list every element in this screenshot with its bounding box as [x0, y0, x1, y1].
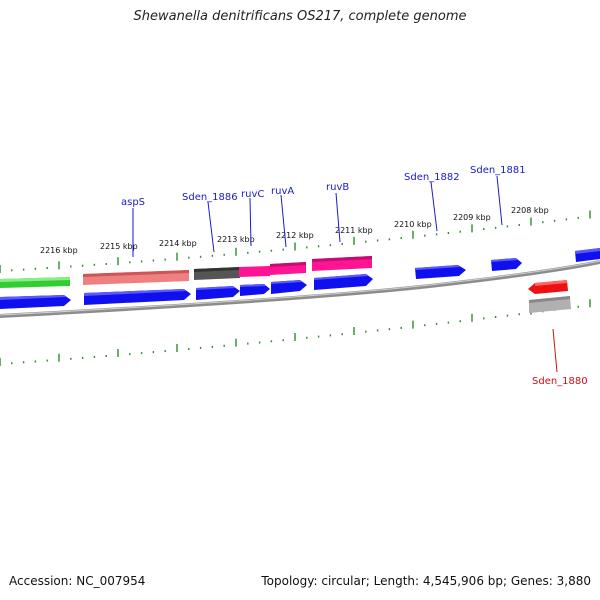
gene-feature-sden-1881[interactable] [491, 258, 522, 271]
kbp-label: 2211 kbp [335, 226, 373, 235]
gene-label-sden-1881[interactable]: Sden_1881 [470, 165, 526, 176]
outer-tick-ring [0, 210, 591, 273]
gene-feature-blue-1886[interactable] [196, 286, 240, 300]
gene-feature-blue-ruvA[interactable] [271, 280, 307, 294]
kbp-label: 2215 kbp [100, 242, 138, 251]
gene-label-sden-1886[interactable]: Sden_1886 [182, 192, 238, 203]
gene-feature-sden-1880[interactable] [528, 280, 568, 294]
genome-info-label: Topology: circular; Length: 4,545,906 bp… [261, 574, 591, 588]
kbp-label: 2214 kbp [159, 239, 197, 248]
gene-label-sden-1882[interactable]: Sden_1882 [404, 172, 460, 183]
gene-feature-green[interactable] [0, 277, 70, 288]
gene-label-ruvA[interactable]: ruvA [271, 186, 294, 197]
gene-feature-aspS[interactable] [83, 270, 189, 285]
gene-feature-sden-1882[interactable] [415, 265, 466, 279]
inner-tick-ring [0, 299, 591, 366]
gene-feature-ruvB[interactable] [312, 256, 372, 271]
gene-feature-sden-1886[interactable] [194, 267, 240, 280]
gene-feature-blue-left[interactable] [0, 295, 71, 309]
gene-label-ruvC[interactable]: ruvC [241, 189, 264, 200]
genome-backbone-highlight [0, 260, 600, 316]
gene-feature-blue-ruvB[interactable] [314, 274, 373, 290]
kbp-label: 2212 kbp [276, 231, 314, 240]
gene-feature-gray-reverse[interactable] [529, 296, 571, 313]
gene-feature-ruvA[interactable] [270, 262, 306, 275]
kbp-label: 2210 kbp [394, 220, 432, 229]
kbp-label: 2216 kbp [40, 246, 78, 255]
leader-lines [132, 175, 558, 373]
gene-feature-blue-ruvC[interactable] [240, 284, 270, 296]
gene-feature-right-blue[interactable] [575, 248, 600, 262]
accession-label: Accession: NC_007954 [9, 574, 146, 588]
kbp-label: 2208 kbp [511, 206, 549, 215]
gene-label-sden-1880[interactable]: Sden_1880 [532, 376, 588, 387]
gene-label-aspS[interactable]: aspS [121, 197, 145, 208]
genome-backbone [0, 260, 600, 318]
kbp-label: 2209 kbp [453, 213, 491, 222]
gene-feature-ruvC[interactable] [239, 266, 270, 277]
gene-feature-blue-aspS[interactable] [84, 289, 191, 305]
kbp-label: 2213 kbp [217, 235, 255, 244]
page-title: Shewanella denitrificans OS217, complete… [133, 9, 467, 24]
gene-label-ruvB[interactable]: ruvB [326, 182, 349, 193]
